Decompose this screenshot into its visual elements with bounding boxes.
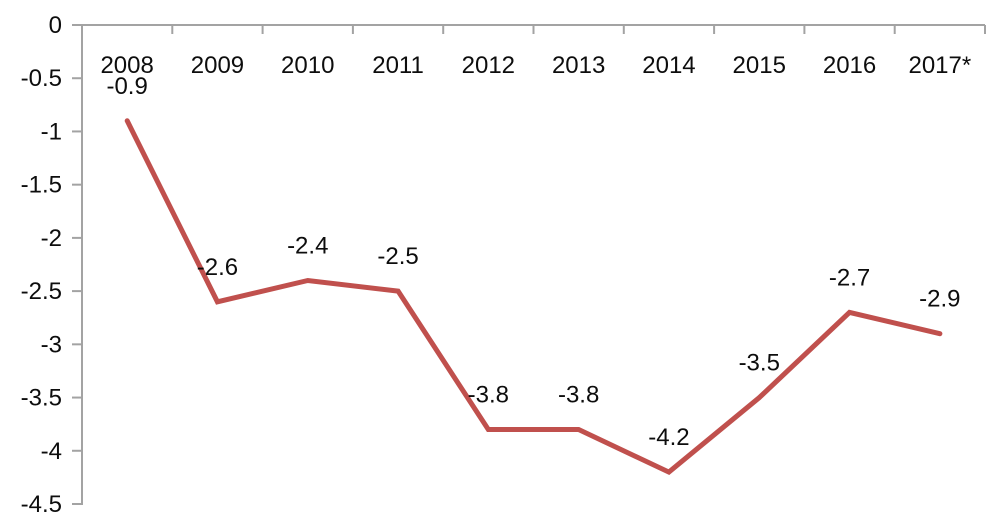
data-label: -2.7 [829, 264, 870, 291]
data-label: -3.5 [739, 350, 780, 377]
x-axis-label: 2015 [733, 52, 786, 79]
y-axis-label: -4.5 [21, 491, 62, 518]
data-label: -2.9 [919, 286, 960, 313]
y-axis-label: -3 [41, 331, 62, 358]
data-label: -2.6 [197, 254, 238, 281]
y-axis-label: -3.5 [21, 385, 62, 412]
series-line [124, 118, 943, 476]
data-label: -2.4 [287, 232, 328, 259]
y-axis-label: -2.5 [21, 278, 62, 305]
x-axis-label: 2010 [281, 52, 334, 79]
x-axis-label: 2009 [191, 52, 244, 79]
y-axis-label: -1.5 [21, 172, 62, 199]
data-label: -3.8 [468, 381, 509, 408]
y-axis-label: -0.5 [21, 65, 62, 92]
data-label: -0.9 [106, 73, 147, 100]
x-axis-label: 2017* [908, 52, 971, 79]
x-axis-label: 2008 [100, 52, 153, 79]
data-label: -2.5 [377, 243, 418, 270]
y-axis-label: -4 [41, 438, 62, 465]
y-axis-label: 0 [49, 12, 62, 39]
data-label: -4.2 [648, 424, 689, 451]
data-label: -3.8 [558, 381, 599, 408]
x-axis-label: 2013 [552, 52, 605, 79]
x-axis-label: 2011 [372, 52, 424, 79]
x-axis-label: 2016 [823, 52, 876, 79]
y-axis-label: -1 [41, 118, 62, 145]
x-axis-label: 2014 [642, 52, 695, 79]
x-axis-label: 2012 [462, 52, 515, 79]
y-axis-label: -2 [41, 225, 62, 252]
